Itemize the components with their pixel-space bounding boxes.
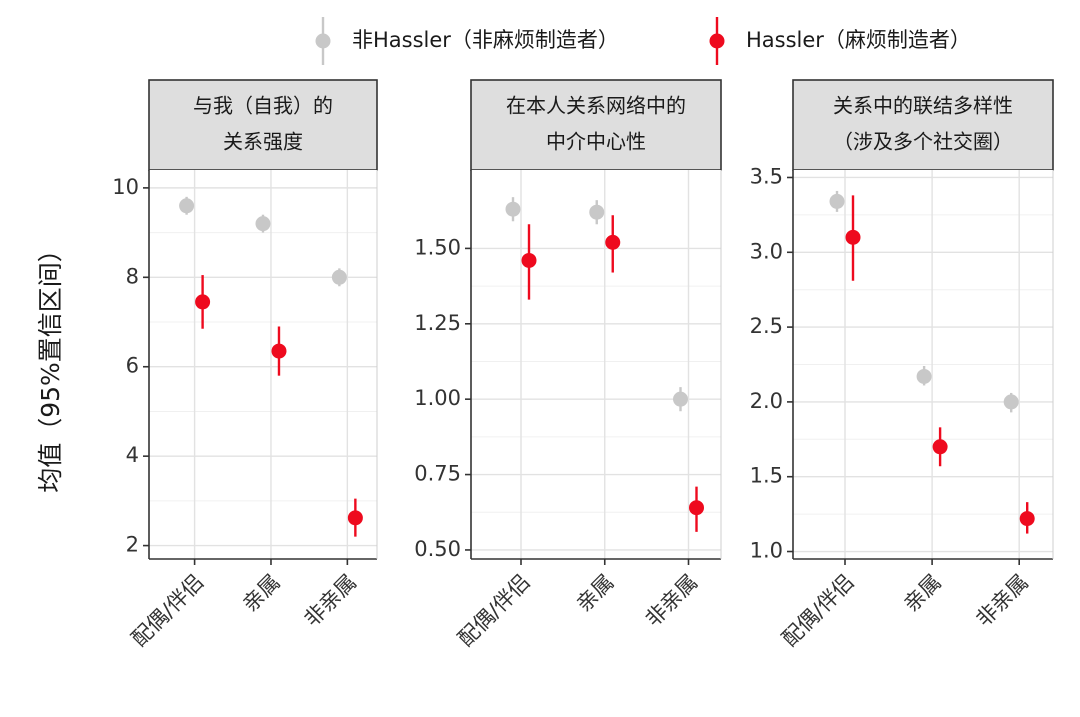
data-point [1003, 394, 1019, 410]
data-point [1019, 511, 1035, 527]
data-point [347, 510, 363, 526]
data-point [689, 500, 704, 516]
y-tick-label: 1.50 [414, 235, 461, 259]
x-category-label: 配偶/伴侣 [453, 570, 534, 651]
y-tick-label: 3.5 [750, 164, 783, 188]
x-category-label: 亲属 [899, 570, 946, 617]
y-axis-title: 均值（95%置信区间） [36, 237, 65, 493]
data-point [255, 216, 271, 232]
data-point [195, 294, 211, 310]
data-point [605, 234, 621, 250]
x-category-label: 配偶/伴侣 [127, 570, 208, 651]
panel-strip-3 [792, 79, 1054, 171]
panel-strip-title-1-line-1: 与我（自我）的 [193, 94, 333, 118]
data-point [271, 343, 287, 359]
data-point [845, 229, 861, 245]
legend-key-point-2 [709, 33, 725, 49]
panel-strip-title-3-line-1: 关系中的联结多样性 [833, 94, 1013, 118]
y-tick-label: 2 [126, 533, 139, 557]
x-category-label: 亲属 [572, 570, 619, 617]
data-point [179, 198, 195, 214]
data-point [331, 269, 347, 285]
data-point [932, 439, 948, 455]
y-tick-label: 6 [126, 354, 139, 378]
x-category-label: 非亲属 [300, 570, 362, 632]
data-point [673, 391, 688, 407]
panel-strip-title-1-line-2: 关系强度 [223, 130, 303, 154]
panel-strip-title-2-line-2: 中介中心性 [546, 130, 646, 154]
y-tick-label: 2.0 [750, 389, 783, 413]
y-tick-label: 1.25 [414, 311, 461, 335]
y-tick-label: 4 [126, 443, 139, 467]
x-category-label: 亲属 [238, 570, 285, 617]
panel-strip-title-2-line-1: 在本人关系网络中的 [506, 94, 686, 118]
y-tick-label: 1.5 [750, 464, 783, 488]
y-tick-label: 8 [126, 264, 139, 288]
legend-key-point-1 [315, 33, 331, 49]
data-point [916, 368, 932, 384]
y-tick-label: 0.75 [414, 462, 461, 486]
legend-label-2: Hassler（麻烦制造者） [746, 28, 971, 52]
panel-strip-title-3-line-2: （涉及多个社交圈） [833, 130, 1013, 154]
y-tick-label: 3.0 [750, 239, 783, 263]
y-tick-label: 1.00 [414, 386, 461, 410]
x-category-label: 非亲属 [641, 570, 703, 632]
y-tick-label: 2.5 [750, 314, 783, 338]
data-point [589, 204, 605, 220]
panel-plot-area-2 [471, 170, 721, 559]
y-tick-label: 10 [112, 175, 139, 199]
panel-strip-1 [148, 79, 378, 171]
y-tick-label: 0.50 [414, 537, 461, 561]
x-category-label: 非亲属 [971, 570, 1033, 632]
data-point [829, 193, 845, 209]
legend-label-1: 非Hassler（非麻烦制造者） [352, 28, 619, 52]
y-tick-label: 1.0 [750, 539, 783, 563]
panel-strip-2 [470, 79, 722, 171]
x-category-label: 配偶/伴侣 [777, 570, 858, 651]
data-point [521, 252, 537, 268]
panel-plot-area-1 [149, 170, 377, 559]
data-point [505, 201, 521, 217]
